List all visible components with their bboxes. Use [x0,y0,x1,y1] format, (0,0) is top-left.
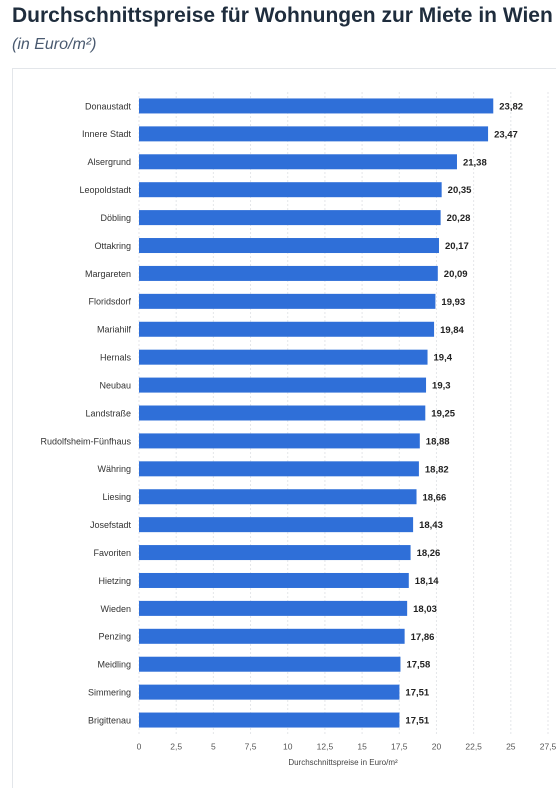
value-label: 18,88 [426,436,450,447]
bar [139,265,438,281]
x-tick-label: 7,5 [245,741,257,751]
x-tick-label: 10 [283,741,293,751]
y-tick-label: Brigittenau [88,715,131,725]
value-label: 20,17 [445,241,469,252]
value-label: 19,3 [432,381,451,392]
bar [139,210,441,226]
y-tick-label: Favoriten [93,548,131,558]
bar [139,656,401,672]
bar [139,433,420,449]
subtitle: (in Euro/m²) [12,36,97,53]
value-label: 18,66 [423,492,447,503]
x-tick-label: 25 [506,741,516,751]
y-tick-label: Innere Stadt [82,129,132,139]
y-tick-label: Liesing [102,492,131,502]
y-tick-label: Döbling [100,213,131,223]
value-label: 20,28 [447,213,471,224]
title: Durchschnittspreise für Wohnungen zur Mi… [12,4,553,27]
y-tick-label: Hietzing [98,576,131,586]
y-tick-label: Floridsdorf [88,297,131,307]
y-tick-label: Neubau [99,380,131,390]
value-label: 17,51 [405,716,429,727]
y-tick-label: Mariahilf [97,325,132,335]
y-tick-label: Josefstadt [90,520,132,530]
bar [139,154,457,170]
x-tick-label: 12,5 [317,741,334,751]
bar [139,489,417,505]
y-tick-label: Währing [97,464,131,474]
x-tick-label: 15 [357,741,367,751]
value-label: 18,26 [417,548,441,559]
value-label: 19,84 [440,325,464,336]
value-label: 23,47 [494,129,518,140]
bar [139,712,400,728]
y-tick-label: Margareten [85,269,131,279]
bar [139,517,414,533]
bar [139,349,428,365]
value-label: 17,58 [406,660,430,671]
x-tick-label: 17,5 [391,741,408,751]
value-label: 19,4 [434,353,453,364]
value-label: 23,82 [499,101,523,112]
bar [139,545,411,561]
bar [139,405,426,421]
bar [139,628,405,644]
bar [139,182,442,198]
value-label: 20,35 [448,185,472,196]
x-tick-label: 20 [432,741,442,751]
bar [139,126,489,142]
value-label: 20,09 [444,269,468,280]
value-label: 18,43 [419,520,443,531]
value-label: 18,03 [413,604,437,615]
x-tick-label: 0 [137,741,142,751]
x-tick-label: 27,5 [540,741,556,751]
x-axis-label: Durchschnittspreise in Euro/m² [288,758,398,767]
y-tick-label: Simmering [88,688,131,698]
x-tick-label: 22,5 [465,741,482,751]
value-label: 17,51 [405,688,429,699]
y-tick-label: Rudolfsheim-Fünfhaus [40,436,131,446]
y-tick-label: Wieden [100,604,131,614]
y-tick-label: Leopoldstadt [79,185,131,195]
bar [139,572,409,588]
value-label: 19,93 [441,297,465,308]
y-tick-label: Hernals [100,353,132,363]
bar [139,684,400,700]
value-label: 19,25 [431,409,455,420]
y-tick-label: Meidling [97,660,131,670]
y-tick-label: Penzing [98,632,131,642]
y-tick-label: Landstraße [85,408,131,418]
value-label: 18,82 [425,464,449,475]
bar [139,98,494,114]
bar [139,461,419,477]
bar [139,321,435,337]
value-label: 21,38 [463,157,487,168]
y-tick-label: Donaustadt [85,101,132,111]
bar [139,238,439,254]
bar [139,293,436,309]
y-tick-label: Ottakring [94,241,131,251]
bar [139,377,427,393]
value-label: 18,14 [415,576,439,587]
y-tick-label: Alsergrund [87,157,131,167]
bar [139,600,408,616]
x-tick-label: 2,5 [170,741,182,751]
value-label: 17,86 [411,632,435,643]
x-tick-label: 5 [211,741,216,751]
